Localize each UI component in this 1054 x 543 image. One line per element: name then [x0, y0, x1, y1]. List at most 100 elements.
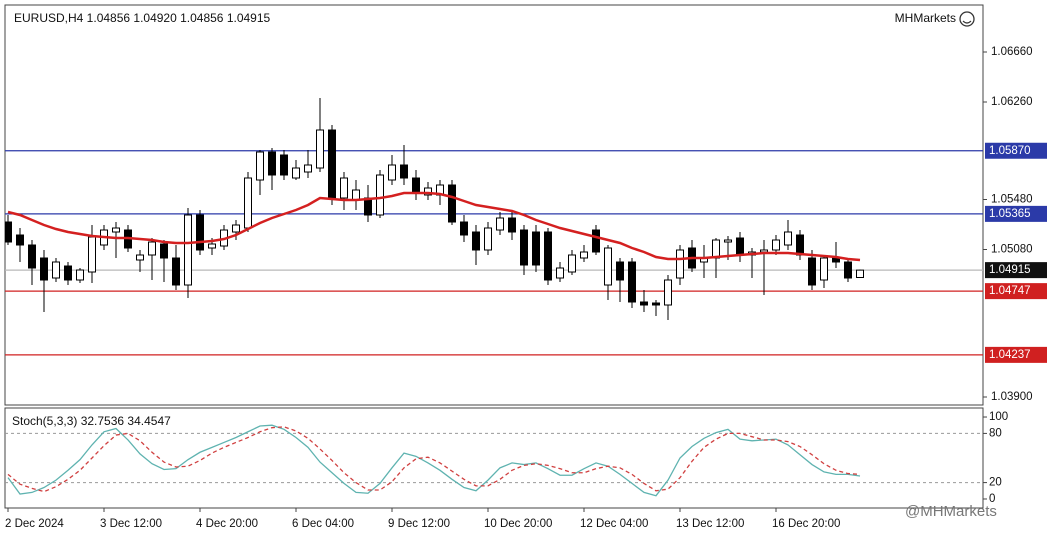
- candle-body: [328, 129, 336, 199]
- candle-body: [448, 184, 456, 223]
- candle-body: [352, 189, 360, 201]
- candle-body: [484, 227, 492, 251]
- watermark: @MHMarkets: [905, 503, 997, 520]
- stoch-title: Stoch(5,3,3) 32.7536 34.4547: [12, 414, 171, 428]
- candle-body: [844, 261, 852, 279]
- brand-icon-smile: [962, 20, 972, 24]
- candle-body: [340, 177, 348, 199]
- x-tick-label: 2 Dec 2024: [5, 518, 64, 530]
- candle-body: [208, 243, 216, 249]
- x-tick-label: 3 Dec 12:00: [100, 518, 162, 530]
- candle-body: [316, 129, 324, 169]
- candle-body: [664, 279, 672, 306]
- candle-body: [796, 234, 804, 256]
- y-tick-label: 80: [989, 427, 1002, 439]
- candle-body: [568, 254, 576, 273]
- candle-body: [460, 221, 468, 236]
- x-tick-label: 9 Dec 12:00: [388, 518, 450, 530]
- candle-body: [604, 247, 612, 286]
- candle-body: [304, 164, 312, 173]
- candle-body: [772, 239, 780, 251]
- candle-body: [256, 151, 264, 181]
- candle-body: [244, 177, 252, 229]
- candle-body: [856, 269, 864, 278]
- candle-body: [52, 261, 60, 279]
- candle-body: [760, 249, 768, 253]
- candle-body: [592, 229, 600, 253]
- candle-body: [280, 154, 288, 176]
- plot-area: [5, 424, 983, 497]
- candle-body: [676, 249, 684, 279]
- candle-body: [148, 241, 156, 256]
- candle-body: [88, 236, 96, 273]
- moving-average: [7, 191, 861, 262]
- price-level-box: [985, 283, 1047, 300]
- price-level-label: 1.04915: [989, 264, 1031, 276]
- candle-body: [736, 237, 744, 256]
- candle-body: [136, 254, 144, 261]
- candle-body: [556, 267, 564, 279]
- candle-body: [724, 239, 732, 243]
- price-level-label: 1.05870: [989, 145, 1031, 157]
- candle-body: [376, 174, 384, 216]
- price-level-label: 1.05365: [989, 208, 1031, 220]
- chart-title: EURUSD,H4 1.04856 1.04920 1.04856 1.0491…: [14, 11, 271, 25]
- candle-body: [532, 231, 540, 266]
- x-tick-label: 12 Dec 04:00: [580, 518, 648, 530]
- candle-body: [196, 214, 204, 251]
- x-tick-label: 10 Dec 20:00: [484, 518, 552, 530]
- candle-body: [232, 224, 240, 233]
- candle-body: [616, 261, 624, 281]
- candle-body: [544, 231, 552, 281]
- candle-body: [652, 302, 660, 306]
- y-tick-label: 20: [989, 477, 1002, 489]
- candle-body: [76, 269, 84, 281]
- candle-body: [520, 229, 528, 266]
- y-tick-label: 1.05080: [991, 244, 1033, 256]
- price-level-box: [985, 205, 1047, 222]
- x-tick-label: 6 Dec 04:00: [292, 518, 354, 530]
- candle-body: [5, 221, 12, 243]
- candle-body: [712, 239, 720, 259]
- stoch-line: [7, 426, 861, 493]
- candle-body: [820, 257, 828, 281]
- candle-body: [808, 257, 816, 286]
- x-tick-label: 13 Dec 12:00: [676, 518, 744, 530]
- y-tick-label: 1.03900: [991, 391, 1033, 403]
- candle-body: [172, 257, 180, 286]
- y-tick-label: 0: [989, 493, 995, 505]
- price-level-label: 1.04747: [989, 285, 1031, 297]
- candle-body: [508, 217, 516, 233]
- candle-body: [28, 244, 36, 269]
- candle-body: [184, 214, 192, 286]
- price-level-box: [985, 346, 1047, 363]
- candle-body: [388, 164, 396, 181]
- brand: MHMarkets: [895, 11, 956, 25]
- candle-body: [40, 257, 48, 281]
- price-level-box: [985, 142, 1047, 159]
- candle-body: [424, 187, 432, 196]
- stoch-line: [7, 424, 861, 497]
- brand-icon: [959, 11, 975, 27]
- price-level-box: [985, 262, 1047, 279]
- candle-body: [268, 151, 276, 176]
- candle-body: [472, 231, 480, 251]
- price-level-label: 1.04237: [989, 349, 1031, 361]
- candle-body: [64, 265, 72, 281]
- candle-body: [16, 234, 24, 246]
- stoch-panel: [4, 407, 984, 509]
- candle-body: [112, 227, 120, 233]
- candle-body: [496, 217, 504, 231]
- candle-body: [292, 167, 300, 179]
- price-panel: [4, 4, 984, 406]
- candle-body: [640, 301, 648, 306]
- x-tick-label: 16 Dec 20:00: [772, 518, 840, 530]
- candle-body: [412, 177, 420, 193]
- y-tick-label: 100: [989, 411, 1008, 423]
- candle-body: [784, 231, 792, 246]
- y-tick-label: 1.06660: [991, 46, 1033, 58]
- y-tick-label: 1.06260: [991, 96, 1033, 108]
